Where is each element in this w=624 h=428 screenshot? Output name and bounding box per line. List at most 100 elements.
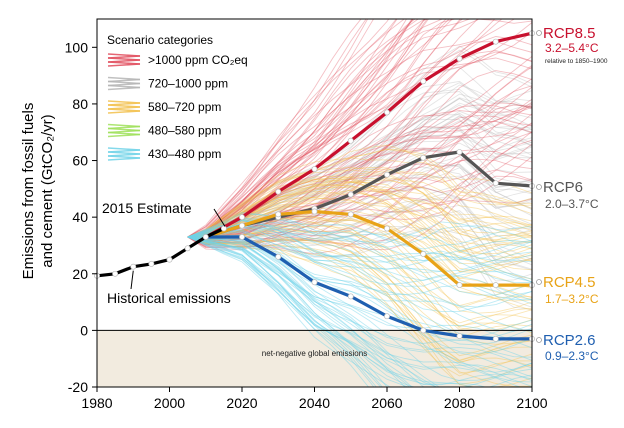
- scenario-trajectory: [187, 115, 532, 238]
- data-point: [492, 282, 499, 289]
- data-point: [492, 38, 499, 45]
- scenario-trajectory: [187, 186, 532, 259]
- scenario-trajectory: [187, 120, 532, 244]
- scenario-trajectory: [187, 57, 532, 240]
- scenario-trajectory: [187, 236, 532, 374]
- scenario-trajectory: [187, 172, 532, 241]
- scenario-trajectory: [187, 236, 532, 387]
- scenario-trajectory: [187, 218, 532, 283]
- scenario-trajectory: [187, 19, 471, 238]
- scenario-trajectory: [187, 19, 480, 238]
- scenario-trajectory: [187, 19, 450, 238]
- scenario-trajectory: [187, 236, 375, 387]
- scenario-trajectory: [187, 176, 532, 238]
- y-tick-label: 60: [72, 153, 88, 169]
- scenario-trajectory: [187, 186, 532, 240]
- scenario-trajectory: [187, 167, 532, 240]
- scenario-trajectory: [187, 178, 532, 253]
- historical-point: [166, 256, 173, 263]
- scenario-trajectory: [187, 19, 429, 238]
- scenario-trajectory: [187, 64, 532, 241]
- scenario-trajectory: [187, 229, 532, 308]
- scenario-trajectory: [187, 19, 532, 238]
- scenario-trajectory: [187, 209, 532, 289]
- scenario-trajectory: [187, 19, 479, 238]
- historical-emissions-label: Historical emissions: [107, 290, 231, 306]
- data-point: [347, 211, 354, 218]
- x-tick-label: 2080: [444, 395, 475, 411]
- scenario-trajectory: [187, 219, 532, 262]
- scenario-trajectory: [187, 180, 532, 238]
- x-tick-label: 2020: [226, 395, 257, 411]
- scenario-trajectory: [187, 236, 532, 364]
- scenario-trajectory: [187, 19, 408, 238]
- y-axis-label-line-1: Emissions from fossil fuels: [20, 103, 37, 280]
- scenario-trajectory: [187, 236, 532, 382]
- scenario-trajectory: [187, 219, 532, 260]
- scenario-trajectory: [187, 223, 532, 328]
- scenario-trajectory: [187, 19, 453, 238]
- scenario-trajectory: [187, 137, 532, 238]
- scenario-trajectory: [187, 139, 532, 249]
- scenario-trajectory: [187, 84, 532, 238]
- scenario-trajectory: [187, 236, 487, 387]
- scenario-trajectory: [187, 236, 532, 383]
- scenario-trajectory: [187, 19, 405, 238]
- net-negative-label: net-negative global emissions: [262, 349, 367, 358]
- scenario-trajectory: [187, 179, 532, 238]
- scenario-trajectory: [187, 175, 532, 238]
- legend-entry: >1000 ppm CO₂eq: [107, 53, 248, 67]
- scenario-trajectory: [187, 144, 532, 238]
- data-point: [311, 279, 318, 286]
- data-point: [456, 149, 463, 155]
- scenario-trajectory: [187, 179, 532, 239]
- scenario-trajectory: [187, 19, 443, 238]
- rcp-name-label: RCP4.5: [543, 274, 596, 291]
- scenario-trajectory: [187, 229, 532, 333]
- data-point: [275, 253, 282, 260]
- scenario-trajectory: [187, 19, 428, 238]
- rcp-range-label: 2.0–3.7°C: [545, 197, 599, 211]
- scenario-trajectory: [187, 19, 413, 238]
- scenario-trajectory: [187, 120, 532, 238]
- scenario-trajectory: [187, 103, 532, 242]
- legend-swatch: [107, 110, 141, 114]
- scenario-trajectory: [187, 82, 532, 238]
- scenario-trajectory: [187, 236, 382, 387]
- scenario-trajectory: [187, 227, 532, 310]
- x-axis: 1980 2000 2020 2040 2060 2080 2100: [81, 387, 548, 411]
- scenario-trajectory: [187, 19, 419, 238]
- data-point: [239, 214, 245, 221]
- historical-point: [184, 245, 191, 252]
- scenario-trajectory: [187, 143, 532, 246]
- bundle-rcp8-5: [187, 19, 532, 255]
- scenario-trajectory: [187, 166, 532, 238]
- data-point: [275, 188, 282, 195]
- scenario-trajectory: [187, 102, 532, 245]
- scenario-trajectory: [187, 134, 532, 238]
- y-axis-label-line-2: and cement (GtCO₂/yr): [39, 114, 56, 267]
- scenario-trajectory: [187, 236, 532, 369]
- scenario-trajectory: [187, 19, 362, 238]
- scenario-trajectory: [187, 236, 532, 387]
- scenario-trajectory: [187, 118, 532, 238]
- scenario-trajectory: [187, 226, 532, 296]
- scenario-trajectory: [187, 236, 532, 386]
- scenario-trajectory: [187, 191, 532, 273]
- data-point: [275, 211, 282, 218]
- scenario-trajectory: [187, 163, 532, 239]
- scenario-trajectory: [187, 236, 532, 385]
- data-point: [420, 327, 427, 334]
- scenario-trajectory: [187, 19, 397, 238]
- scenario-trajectory: [187, 190, 532, 254]
- scenario-trajectory: [187, 78, 532, 243]
- scenario-trajectory: [187, 169, 532, 249]
- data-point: [384, 171, 390, 178]
- estimate-2015-pointer: [213, 208, 226, 227]
- y-tick-label: 40: [72, 209, 88, 225]
- legend-label: 720–1000 ppm: [148, 77, 228, 91]
- scenario-trajectory: [187, 41, 532, 238]
- scenario-trajectory: [187, 236, 532, 362]
- scenario-trajectory: [187, 228, 532, 308]
- scenario-markers: [94, 30, 535, 342]
